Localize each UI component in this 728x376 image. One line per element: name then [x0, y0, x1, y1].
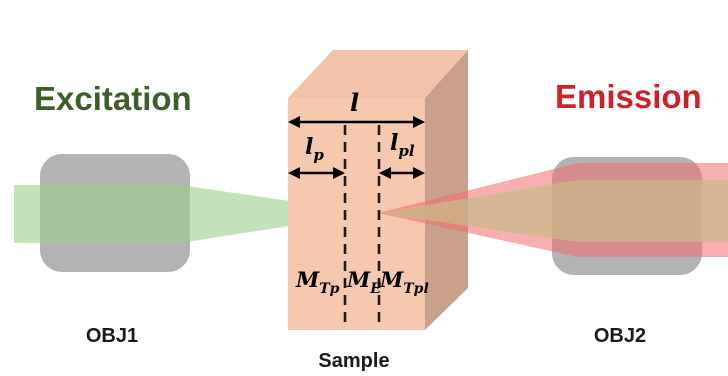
length-lpl-arrowhead-right: [413, 167, 425, 179]
excitation-beam: [14, 185, 372, 243]
sample-top-face: [288, 50, 468, 98]
total-length-label: l: [350, 88, 359, 117]
objective-1-label: OBJ1: [86, 325, 138, 347]
plane-m-e-subscript: E: [369, 281, 381, 297]
length-lpl-arrowhead-left: [379, 167, 391, 179]
objective-2-label: OBJ2: [594, 325, 646, 347]
sample-label: Sample: [318, 350, 389, 372]
excitation-heading: Excitation: [34, 80, 192, 117]
emission-heading: Emission: [555, 78, 702, 115]
plane-m-tpl-subscript: Tpl: [403, 281, 429, 297]
length-lp-arrowhead-right: [333, 167, 345, 179]
sample-side-face: [425, 50, 468, 330]
plane-m-tp-subscript: Tp: [319, 281, 339, 297]
emission-beam-inner: [378, 180, 728, 242]
pump-length-subscript: p: [313, 146, 324, 164]
plane-m-tpl-label: MTpl: [379, 267, 429, 297]
plane-m-e-label: ME: [346, 267, 381, 297]
pump-length-label: lp: [305, 134, 324, 164]
pl-length-subscript: pl: [398, 142, 414, 160]
dimension-arrows: [288, 116, 425, 179]
pl-length-label: lpl: [390, 130, 415, 160]
emission-beam: [378, 163, 728, 257]
plane-m-tp-label: MTp: [295, 267, 340, 297]
length-l-arrowhead-right: [413, 116, 425, 128]
length-lp-arrowhead-left: [288, 167, 300, 179]
length-l-arrowhead-left: [288, 116, 300, 128]
